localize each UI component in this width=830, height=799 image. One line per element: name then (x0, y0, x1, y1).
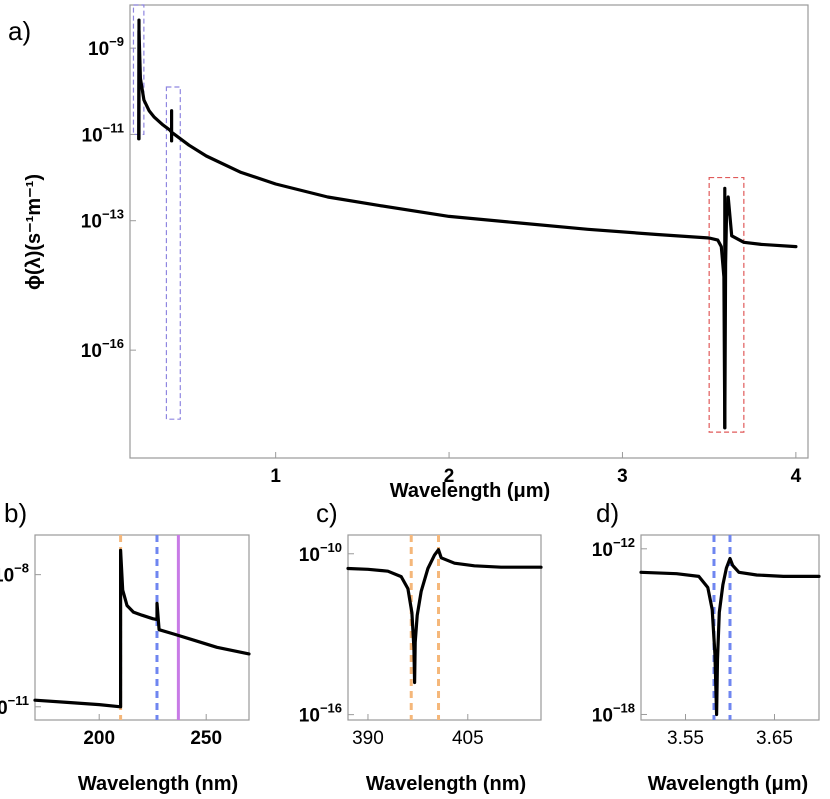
zoom-box (165, 86, 181, 420)
x-tick-label: 250 (190, 728, 222, 749)
plot-frame (129, 4, 809, 459)
y-tick-label: 10−12 (592, 535, 635, 561)
panel-label: a) (8, 16, 31, 46)
x-tick-label: 1 (270, 466, 281, 487)
plot-frame (347, 534, 542, 721)
panel-label: b) (4, 498, 27, 528)
chart-panel-c: c) 390 405 10−10 10−16 Wavelength (nm) (299, 498, 543, 795)
chart-panel-b: b) 200 250 10−8 10−11 Wavelength (nm) (0, 498, 251, 795)
series-spectrum (137, 29, 798, 430)
y-tick-label: 10−9 (88, 34, 124, 60)
y-tick-label: 10−8 (0, 561, 29, 587)
panel-label: c) (316, 498, 338, 528)
x-tick-label: 390 (352, 728, 384, 749)
y-tick-label: 10−16 (299, 701, 342, 727)
x-axis-title: Wavelength (nm) (366, 773, 526, 795)
panel-label: d) (596, 498, 619, 528)
y-tick-label: 10−11 (0, 693, 29, 719)
y-tick-label: 10−13 (81, 207, 124, 233)
x-axis-title: Wavelength (μm) (390, 480, 550, 502)
y-axis-title: ϕ(λ)(s⁻¹m⁻¹) (23, 174, 45, 290)
x-axis-title: Wavelength (nm) (78, 773, 238, 795)
x-tick-label: 4 (791, 466, 802, 487)
y-tick-label: 10−16 (81, 336, 124, 362)
x-tick-label: 2 (444, 466, 455, 487)
chart-panel-a: a) 1 2 3 4 10−9 10−11 10−13 10−16 Wavelength (μm)… (8, 4, 809, 502)
x-tick-label: 200 (83, 728, 115, 749)
zoom-box (708, 176, 745, 433)
y-tick-label: 10−18 (592, 700, 635, 726)
series-spectrum (33, 548, 251, 709)
chart-panel-d: d) 3.55 3.65 10−12 10−18 Wavelength (μm) (592, 498, 821, 795)
x-tick-label: 3.65 (756, 728, 793, 749)
x-tick-label: 3 (617, 466, 628, 487)
series-spectrum (346, 548, 543, 685)
x-tick-label: 3.55 (667, 728, 704, 749)
y-tick-label: 10−11 (82, 120, 124, 146)
series-spectrum (639, 556, 821, 717)
x-axis-title: Wavelength (μm) (648, 773, 808, 795)
x-tick-label: 405 (452, 728, 484, 749)
y-tick-label: 10−10 (299, 540, 342, 566)
plot-frame (34, 534, 250, 721)
